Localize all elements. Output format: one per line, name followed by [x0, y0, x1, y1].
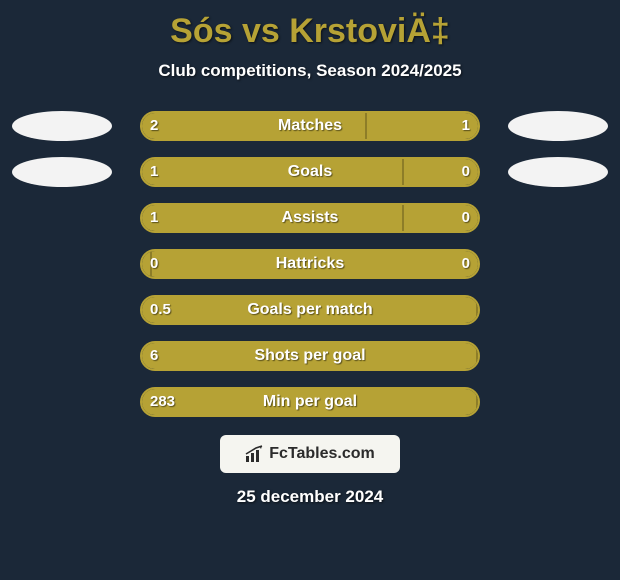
comparison-chart: 21Matches 10Goals 10Assists 00Hattricks 0.5G…: [0, 111, 620, 417]
metric-label: Hattricks: [140, 249, 480, 279]
logo-text: FcTables.com: [269, 445, 375, 463]
flag-left: [12, 111, 112, 141]
stat-row: 00Hattricks: [0, 249, 620, 279]
metric-label: Assists: [140, 203, 480, 233]
stat-row: 0.5Goals per match: [0, 295, 620, 325]
page-title: Sós vs KrstoviÄ‡: [0, 0, 620, 51]
metric-label: Goals: [140, 157, 480, 187]
stat-row: 6Shots per goal: [0, 341, 620, 371]
page-subtitle: Club competitions, Season 2024/2025: [0, 61, 620, 81]
metric-label: Goals per match: [140, 295, 480, 325]
metric-label: Min per goal: [140, 387, 480, 417]
stat-row: 21Matches: [0, 111, 620, 141]
stat-row: 10Assists: [0, 203, 620, 233]
flag-left: [12, 157, 112, 187]
metric-label: Matches: [140, 111, 480, 141]
flag-right: [508, 157, 608, 187]
flag-right: [508, 111, 608, 141]
logo-box: FcTables.com: [220, 435, 400, 473]
stat-row: 10Goals: [0, 157, 620, 187]
chart-up-icon: [245, 445, 265, 463]
stat-row: 283Min per goal: [0, 387, 620, 417]
footer-date: 25 december 2024: [0, 487, 620, 507]
logo: FcTables.com: [245, 445, 375, 463]
metric-label: Shots per goal: [140, 341, 480, 371]
